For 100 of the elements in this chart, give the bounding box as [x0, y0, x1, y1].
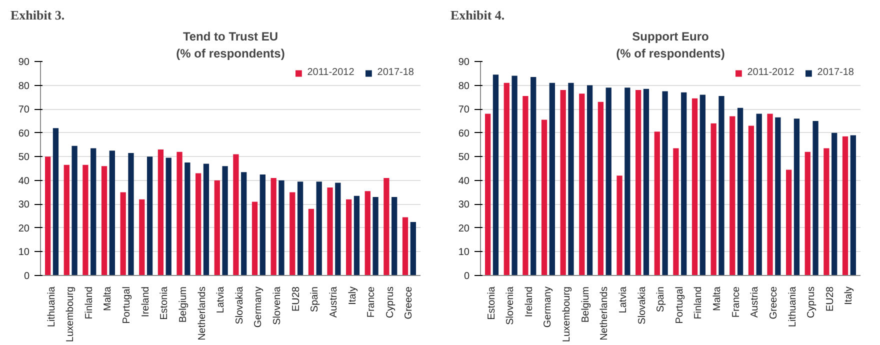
- bar: [485, 114, 491, 276]
- y-tick-label: 30: [18, 200, 30, 211]
- bar: [64, 164, 70, 276]
- bar: [812, 120, 818, 276]
- bar: [636, 90, 642, 276]
- bar: [832, 132, 838, 276]
- bar: [756, 114, 762, 276]
- chart-title: Tend to Trust EU: [182, 30, 278, 44]
- x-tick-label: Lithuania: [46, 286, 58, 328]
- bar: [90, 148, 96, 276]
- bar: [364, 191, 370, 276]
- bar: [327, 188, 333, 276]
- x-tick-label: Estonia: [159, 286, 170, 320]
- bar: [392, 197, 398, 276]
- bar: [700, 94, 706, 276]
- x-tick-label: Ireland: [524, 286, 535, 318]
- bar: [166, 158, 172, 276]
- bar: [410, 222, 416, 276]
- legend-label: 2017-18: [377, 67, 414, 78]
- bar: [673, 148, 679, 276]
- x-tick-label: Latvia: [216, 286, 227, 314]
- x-tick-label: Netherlands: [599, 286, 610, 340]
- bar: [139, 199, 145, 276]
- bar: [767, 114, 773, 276]
- bar: [606, 88, 612, 276]
- bar: [52, 128, 59, 276]
- bar: [214, 180, 220, 276]
- y-tick-label: 90: [18, 57, 30, 68]
- legend-label: 2017-18: [817, 67, 854, 78]
- bar: [45, 156, 51, 276]
- x-tick-label: EU28: [290, 286, 302, 312]
- x-tick-label: Austria: [328, 286, 340, 318]
- y-tick-label: 60: [458, 128, 470, 140]
- bar: [335, 182, 341, 276]
- bar: [146, 156, 153, 276]
- bar: [233, 154, 239, 276]
- y-tick-label: 40: [458, 176, 470, 187]
- x-tick-label: Finland: [693, 286, 704, 320]
- bar: [492, 74, 499, 276]
- x-tick-label: Italy: [347, 286, 358, 305]
- bar: [616, 176, 622, 276]
- bar: [260, 174, 266, 276]
- x-tick-label: Ireland: [140, 286, 152, 318]
- bar: [549, 82, 555, 276]
- bar: [681, 92, 687, 276]
- y-tick-label: 20: [18, 223, 30, 234]
- x-tick-label: Netherlands: [196, 286, 208, 340]
- bar: [120, 192, 126, 276]
- x-tick-label: Greece: [404, 286, 415, 320]
- y-tick-label: 70: [18, 104, 30, 116]
- y-tick-label: 60: [18, 128, 30, 140]
- bar: [82, 164, 88, 276]
- bar: [101, 166, 108, 276]
- y-tick-label: 50: [458, 152, 470, 164]
- y-tick-label: 40: [18, 176, 30, 187]
- x-tick-label: EU28: [824, 286, 836, 312]
- bar: [241, 172, 247, 276]
- bar: [786, 170, 792, 276]
- bar: [222, 166, 228, 276]
- x-tick-label: Austria: [750, 286, 761, 318]
- x-tick-label: Luxembourg: [562, 286, 573, 342]
- x-tick-label: Cyprus: [384, 286, 396, 318]
- x-tick-label: Malta: [712, 286, 724, 311]
- x-tick-label: Finland: [84, 286, 95, 320]
- bar: [643, 88, 650, 276]
- x-tick-label: Malta: [102, 286, 114, 311]
- bar: [586, 85, 593, 276]
- x-tick-label: Slovakia: [234, 286, 246, 324]
- bar: [308, 208, 314, 276]
- legend-label: 2011-2012: [307, 67, 354, 78]
- bar: [842, 136, 848, 276]
- bar: [290, 192, 296, 276]
- y-tick-label: 10: [458, 247, 470, 258]
- bar: [158, 149, 164, 276]
- bar: [692, 98, 698, 276]
- y-tick-label: 0: [464, 271, 470, 282]
- bar: [560, 90, 566, 276]
- bar: [624, 88, 630, 276]
- x-tick-label: Portugal: [674, 286, 686, 324]
- y-tick-label: 90: [458, 57, 470, 68]
- x-tick-label: Spain: [656, 286, 667, 312]
- x-tick-label: Slovakia: [636, 286, 648, 324]
- bar: [252, 202, 258, 276]
- bar: [354, 196, 360, 276]
- bar: [775, 117, 781, 276]
- bar: [718, 96, 724, 276]
- bar: [402, 217, 408, 276]
- bar: [541, 120, 548, 276]
- x-tick-label: Spain: [310, 286, 321, 312]
- y-tick-label: 20: [458, 223, 470, 234]
- bar: [270, 178, 276, 276]
- x-tick-label: France: [366, 286, 378, 318]
- bar: [710, 123, 716, 276]
- y-tick-label: 10: [18, 247, 30, 258]
- x-tick-label: Germany: [542, 286, 554, 328]
- bar: [128, 153, 134, 276]
- bar: [598, 102, 604, 276]
- text: Exhibit 3.: [10, 8, 65, 22]
- bar: [824, 148, 830, 276]
- bar: [804, 152, 810, 276]
